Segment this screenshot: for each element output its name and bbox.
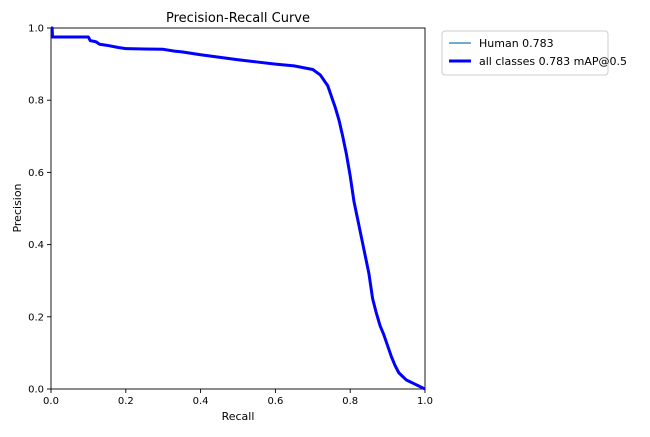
y-tick-label-0: 0.0 xyxy=(28,385,44,396)
x-tick-label-3: 0.6 xyxy=(267,396,283,407)
y-tick-label-2: 0.4 xyxy=(28,240,44,251)
x-tick-label-4: 0.8 xyxy=(342,396,358,407)
y-tick-label-4: 0.8 xyxy=(28,96,44,107)
legend-frame xyxy=(441,30,609,76)
x-tick-label-2: 0.4 xyxy=(193,396,209,407)
chart-title: Precision-Recall Curve xyxy=(166,11,310,26)
x-tick-label-5: 1.0 xyxy=(417,396,433,407)
series-line-all-classes xyxy=(50,26,426,391)
x-tick-label-1: 0.2 xyxy=(118,396,134,407)
plot-area: 0.0 0.2 0.4 0.6 0.8 1.0 0.0 0.2 0.4 0.6 0.8 1.0 xyxy=(28,24,433,408)
x-axis-label: Recall xyxy=(222,410,255,423)
legend-label-all-classes: all classes 0.783 mAP@0.5 xyxy=(479,55,627,68)
x-tick-label-0: 0.0 xyxy=(43,396,59,407)
y-tick-label-1: 0.2 xyxy=(28,312,44,323)
y-tick-label-3: 0.6 xyxy=(28,168,44,179)
legend-label-human: Human 0.783 xyxy=(479,37,554,50)
plot-frame xyxy=(50,27,426,390)
y-tick-label-5: 1.0 xyxy=(28,24,44,35)
y-axis-label: Precision xyxy=(11,183,24,232)
legend: Human 0.783 all classes 0.783 mAP@0.5 xyxy=(441,30,627,76)
